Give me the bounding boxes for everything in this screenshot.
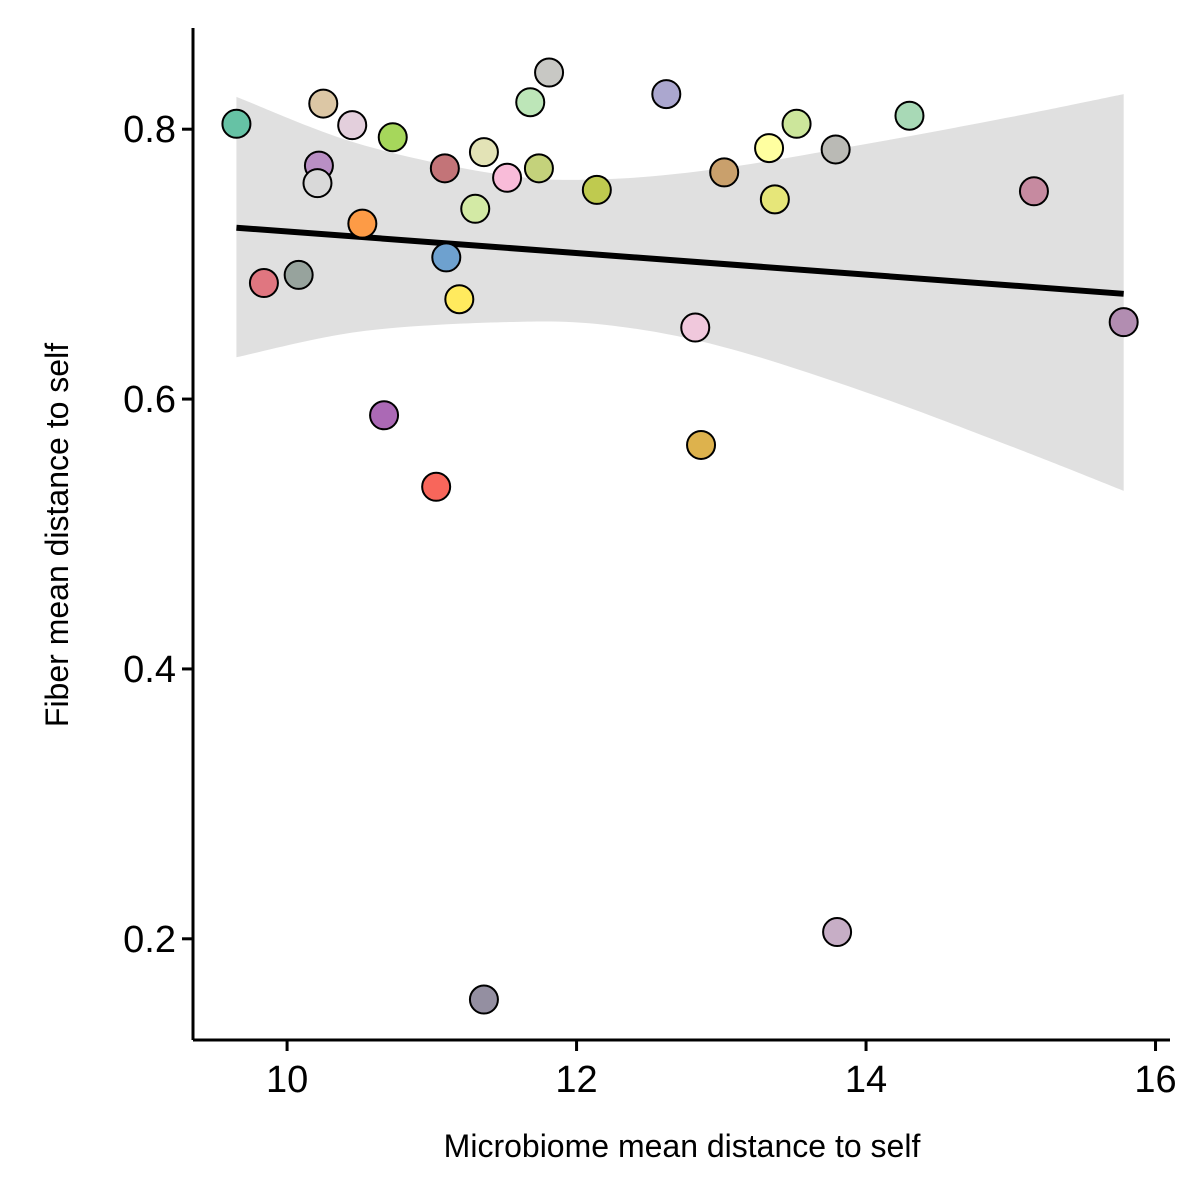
data-point (822, 917, 853, 948)
data-point (894, 100, 925, 131)
data-point (283, 259, 314, 290)
x-tick-label: 10 (266, 1059, 308, 1101)
data-point (1108, 307, 1139, 338)
data-point (754, 133, 785, 164)
data-point (759, 184, 790, 215)
y-tick-label: 0.4 (123, 649, 176, 691)
x-tick-label: 14 (845, 1059, 887, 1101)
data-point (468, 137, 499, 168)
plot-area (221, 57, 1139, 1015)
data-point (515, 87, 546, 118)
y-tick-label: 0.6 (123, 379, 176, 421)
data-point (468, 984, 499, 1015)
data-points (221, 57, 1139, 1015)
data-point (492, 162, 523, 193)
y-tick-label: 0.8 (123, 109, 176, 151)
data-point (221, 108, 252, 139)
y-axis-ticks: 0.2 0.4 0.6 0.8 (123, 109, 193, 961)
data-point (421, 471, 452, 502)
data-point (820, 134, 851, 165)
confidence-band (236, 94, 1124, 491)
data-point (581, 174, 612, 205)
x-axis-ticks: 10 12 14 16 (266, 1040, 1177, 1101)
x-tick-label: 12 (555, 1059, 597, 1101)
y-axis-title: Fiber mean distance to self (39, 343, 75, 727)
regression-line (236, 224, 1124, 297)
x-tick-label: 16 (1134, 1059, 1176, 1101)
data-point (523, 153, 554, 184)
data-point (377, 122, 408, 153)
y-tick-label: 0.2 (123, 919, 176, 961)
data-point (431, 242, 462, 273)
data-point (781, 108, 812, 139)
data-point (248, 268, 279, 299)
data-point (460, 193, 491, 224)
data-point (429, 153, 460, 184)
data-point (444, 284, 475, 315)
data-point (680, 312, 711, 343)
data-point (337, 110, 368, 141)
x-axis-title: Microbiome mean distance to self (444, 1128, 921, 1164)
axes: 10 12 14 16 0.2 0.4 0.6 0.8 (123, 28, 1177, 1101)
data-point (1018, 176, 1049, 207)
data-point (709, 157, 740, 188)
data-point (651, 79, 682, 110)
data-point (686, 429, 717, 460)
data-point (369, 400, 400, 431)
data-point (347, 208, 378, 239)
data-point (534, 57, 565, 88)
data-point (302, 168, 333, 199)
data-point (308, 88, 339, 119)
